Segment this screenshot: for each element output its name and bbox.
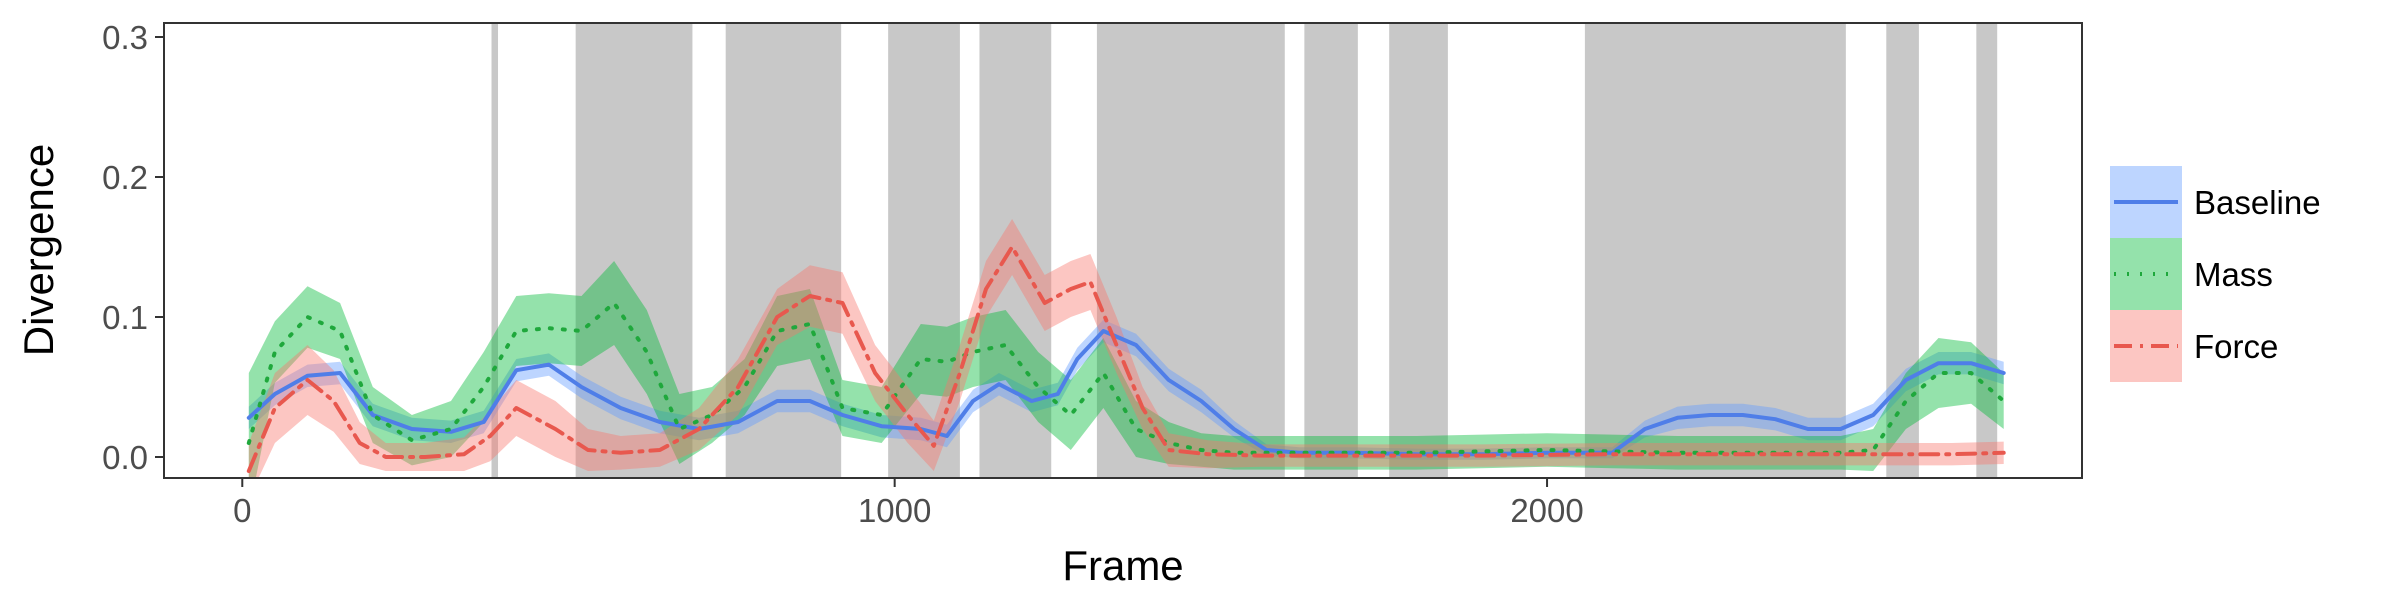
y-tick-label: 0.0 [102,439,148,476]
y-axis-title: Divergence [15,144,62,356]
confidence-bands [248,219,2004,478]
legend-label-mass: Mass [2194,256,2273,293]
plot-border [163,22,2083,479]
shaded-interval [491,23,499,478]
baseline-confidence-band [248,319,2004,460]
plot-panel [246,23,2006,478]
x-tick-label: 0 [233,492,251,529]
x-axis-title: Frame [1062,542,1183,589]
y-tick-label: 0.1 [102,299,148,336]
shaded-interval [575,23,693,478]
shaded-interval [1886,23,1919,478]
legend: Baseline Mass Force [2110,166,2321,382]
mass-confidence-band [248,261,2004,478]
x-tick-label: 2000 [1510,492,1583,529]
x-axis: 0 1000 2000 [233,478,1584,529]
series-lines [246,245,2006,473]
legend-label-baseline: Baseline [2194,184,2321,221]
force-series-line [246,245,2006,473]
y-tick-label: 0.2 [102,159,148,196]
y-tick-label: 0.3 [102,19,148,56]
y-axis: 0.0 0.1 0.2 0.3 [102,19,164,476]
shaded-interval [1304,23,1358,478]
baseline-series-line [246,329,2006,457]
shaded-interval [1584,23,1846,478]
force-confidence-band [248,219,2004,478]
shaded-interval [1389,23,1448,478]
legend-label-force: Force [2194,328,2278,365]
x-tick-label: 1000 [858,492,931,529]
shaded-interval [1096,23,1285,478]
legend-key-mass [2110,238,2182,310]
